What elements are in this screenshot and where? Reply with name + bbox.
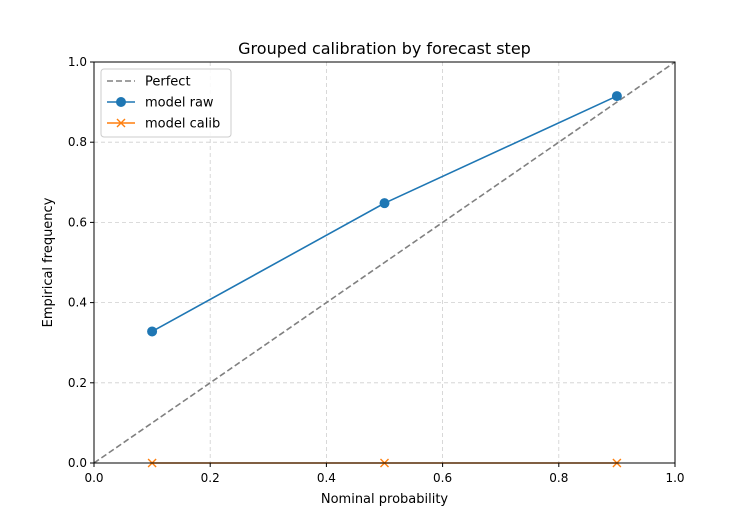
- plot-frame: [93, 61, 676, 464]
- data-point-model-raw: [379, 198, 390, 209]
- x-tick-label: 0.8: [549, 471, 568, 485]
- axis-ticks: 0.0 0.2 0.4 0.6 0.8 1.0 0.0 0.2 0.4 0.6 0.8 1.0: [68, 55, 685, 485]
- data-point-model-raw: [611, 91, 622, 102]
- y-tick-label: 0.2: [68, 376, 87, 390]
- x-axis-label: Nominal probability: [321, 492, 449, 507]
- series-line-perfect: [93, 61, 676, 464]
- x-tick-label: 1.0: [665, 471, 684, 485]
- legend-entry-model-raw: model raw: [107, 96, 214, 111]
- y-tick-label: 0.6: [68, 215, 87, 229]
- y-tick-label: 0.8: [68, 135, 87, 149]
- legend-box: [100, 68, 232, 138]
- series-model-raw: [147, 91, 622, 337]
- legend-entry-model-calib: model calib: [107, 117, 220, 132]
- series-perfect: [93, 61, 676, 464]
- legend-entry-perfect: Perfect: [107, 75, 191, 90]
- legend: Perfect model raw model calib: [100, 68, 232, 138]
- legend-marker: [116, 118, 126, 128]
- x-tick-label: 0.6: [433, 471, 452, 485]
- data-point-model-raw: [147, 326, 158, 337]
- legend-label: model calib: [145, 117, 220, 132]
- legend-label: Perfect: [145, 75, 191, 90]
- x-tick-label: 0.4: [317, 471, 336, 485]
- y-tick-label: 0.4: [68, 296, 87, 310]
- y-tick-label: 0.0: [68, 456, 87, 470]
- x-tick-label: 0.0: [84, 471, 103, 485]
- y-tick-label: 1.0: [68, 55, 87, 69]
- y-axis-label: Empirical frequency: [41, 197, 56, 327]
- legend-marker: [116, 97, 126, 107]
- x-tick-label: 0.2: [201, 471, 220, 485]
- legend-label: model raw: [145, 96, 214, 111]
- chart-title: Grouped calibration by forecast step: [238, 39, 531, 58]
